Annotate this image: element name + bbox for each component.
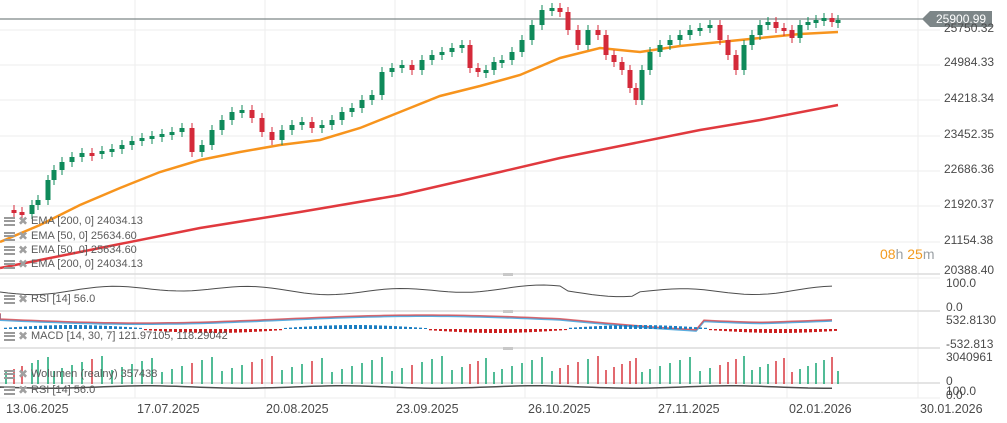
- date-axis-label: 27.11.2025: [658, 402, 720, 416]
- close-icon[interactable]: ✖: [18, 383, 29, 397]
- menu-icon[interactable]: [4, 259, 15, 269]
- menu-icon[interactable]: [4, 231, 15, 241]
- legend-macd: ✖ MACD [14, 30, 7] 121.97105, 118.29042: [4, 330, 228, 342]
- date-axis-label: 20.08.2025: [266, 402, 329, 416]
- legend-rsi2: ✖ RSI [14] 56.0: [4, 384, 95, 396]
- close-icon[interactable]: ✖: [18, 292, 29, 306]
- price-axis-label: 23452.35: [944, 127, 995, 141]
- current-price-tag: 25900.99: [921, 11, 993, 27]
- rsi2-axis-top: 100.0: [946, 384, 977, 398]
- legend-ema200-b: ✖ EMA [200, 0] 24034.13: [4, 258, 143, 270]
- macd-axis-bottom: -532.813: [946, 337, 994, 351]
- price-axis-label: 24218.34: [944, 91, 995, 105]
- menu-icon[interactable]: [4, 216, 15, 226]
- close-icon[interactable]: ✖: [18, 367, 29, 381]
- legend-ema50-b: ✖ EMA [50, 0] 25634.60: [4, 244, 137, 256]
- menu-icon[interactable]: [4, 385, 15, 395]
- rsi2-axis-bottom: 0.0: [946, 388, 963, 402]
- date-axis-label: 13.06.2025: [6, 402, 69, 416]
- legend-rsi: ✖ RSI [14] 56.0: [4, 293, 95, 305]
- candle-countdown: 08h 25m: [880, 246, 935, 262]
- macd-axis-top: 532.8130: [946, 313, 997, 327]
- volume-axis-bottom: 0: [946, 374, 953, 388]
- menu-icon[interactable]: [4, 245, 15, 255]
- price-axis-label: 20388.40: [944, 263, 995, 277]
- price-axis-label: 21154.38: [944, 233, 994, 247]
- rsi-axis-top: 100.0: [946, 276, 977, 290]
- price-axis-label: 24984.33: [944, 55, 995, 69]
- legend-volume: ✖ Wolumen (realny) 357438: [4, 368, 157, 380]
- volume-axis-top: 3040961: [946, 350, 993, 364]
- price-axis-label: 21920.37: [944, 197, 995, 211]
- close-icon[interactable]: ✖: [18, 243, 29, 257]
- date-axis-label: 30.01.2026: [920, 402, 983, 416]
- date-axis-label: 23.09.2025: [396, 402, 459, 416]
- menu-icon[interactable]: [4, 294, 15, 304]
- price-axis-label: 25750.32: [944, 21, 995, 35]
- close-icon[interactable]: ✖: [18, 214, 29, 228]
- date-axis-label: 26.10.2025: [528, 402, 591, 416]
- menu-icon[interactable]: [4, 369, 15, 379]
- close-icon[interactable]: ✖: [18, 329, 29, 343]
- legend-ema200-a: ✖ EMA [200, 0] 24034.13: [4, 215, 143, 227]
- close-icon[interactable]: ✖: [18, 257, 29, 271]
- close-icon[interactable]: ✖: [18, 229, 29, 243]
- date-axis-label: 17.07.2025: [137, 402, 200, 416]
- date-axis-label: 02.01.2026: [789, 402, 852, 416]
- price-axis-label: 22686.36: [944, 162, 995, 176]
- legend-ema50-a: ✖ EMA [50, 0] 25634.60: [4, 230, 137, 242]
- rsi-axis-bottom: 0.0: [946, 300, 963, 314]
- menu-icon[interactable]: [4, 331, 15, 341]
